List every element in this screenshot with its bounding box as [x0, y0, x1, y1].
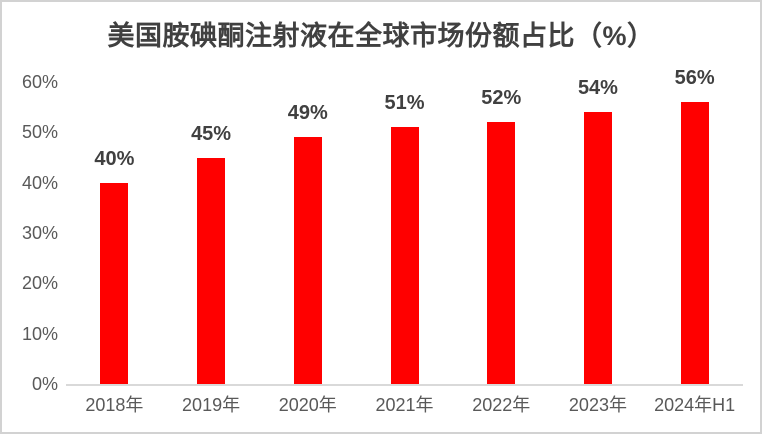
bar: [293, 137, 322, 384]
x-tick-label: 2018年: [85, 395, 144, 415]
y-tick-label: 10%: [21, 323, 58, 344]
bar-group: 40%: [66, 82, 163, 384]
x-tick-label: 2024年H1: [654, 395, 736, 415]
y-tick-label: 40%: [21, 172, 58, 193]
x-tick-label: 2022年: [472, 395, 531, 415]
bar-group: 52%: [453, 82, 550, 384]
plot-area: 40% 45% 49% 51% 52% 54% 56%: [66, 67, 743, 384]
bar-group: 54%: [550, 77, 647, 384]
y-tick-label: 50%: [21, 122, 58, 143]
y-axis: 0% 10% 20% 30% 40% 50% 60%: [2, 2, 58, 432]
bar: [680, 102, 709, 384]
y-tick-label: 30%: [21, 223, 58, 243]
bar-group: 51%: [356, 82, 453, 384]
bar-value-label: 45%: [191, 122, 232, 145]
bar-group: 45%: [163, 82, 260, 384]
bar-value-label: 51%: [384, 92, 425, 115]
x-axis-line: [66, 384, 743, 386]
bar-value-label: 56%: [674, 67, 715, 90]
bar: [100, 182, 129, 384]
bar-value-label: 54%: [577, 77, 618, 100]
bar: [197, 157, 226, 384]
bar-value-label: 52%: [481, 87, 522, 110]
bar: [390, 127, 419, 384]
bar-group: 56%: [646, 67, 743, 384]
bar-value-label: 40%: [94, 147, 135, 170]
bar-group: 49%: [259, 82, 356, 384]
y-tick-label: 60%: [21, 72, 58, 92]
x-axis: 2018年 2019年 2020年 2021年 2022年 2023年 2024年H1: [66, 394, 743, 416]
y-tick-label: 0%: [31, 374, 58, 394]
bar: [487, 122, 516, 384]
bar-value-label: 49%: [287, 102, 328, 125]
x-tick-label: 2021年: [375, 395, 434, 415]
chart-title: 美国胺碘酮注射液在全球市场份额占比（%）: [107, 21, 655, 51]
x-tick-label: 2020年: [278, 395, 337, 415]
bar: [583, 112, 612, 384]
x-tick-label: 2023年: [568, 395, 627, 415]
x-tick-label: 2019年: [182, 395, 241, 415]
y-tick-label: 20%: [21, 273, 58, 294]
